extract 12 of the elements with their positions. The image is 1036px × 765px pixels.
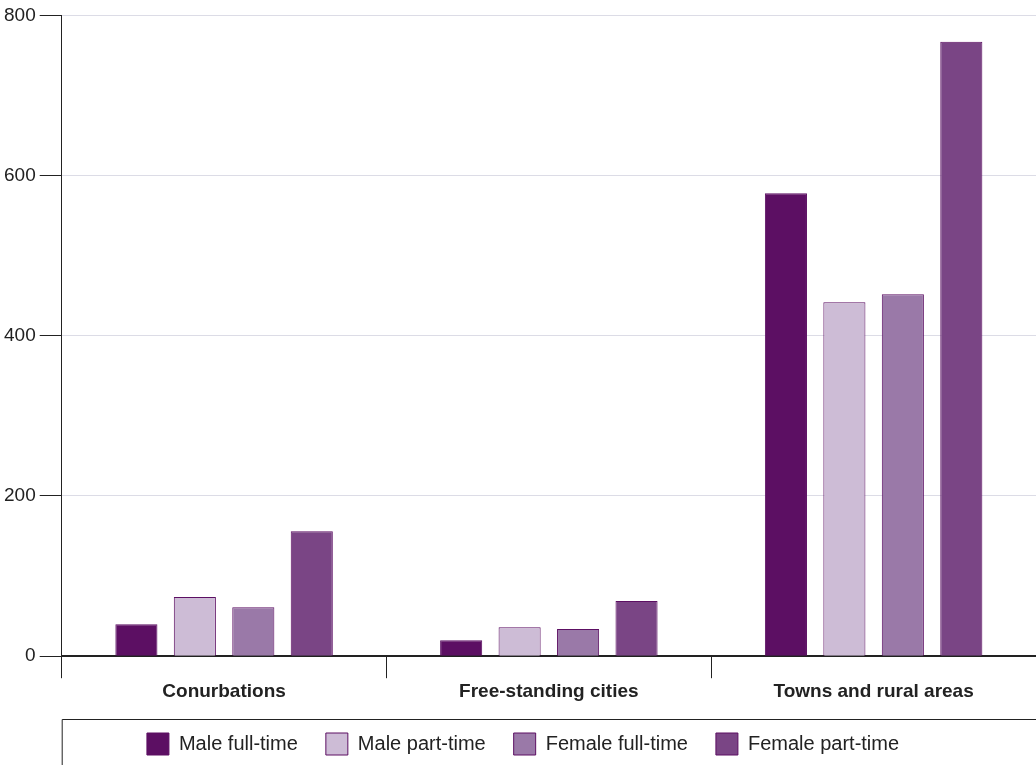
x-tick-label: Conurbations	[162, 679, 286, 701]
legend-label: Female full-time	[545, 731, 688, 754]
y-tick-label: 800	[4, 3, 36, 25]
legend-label: Male part-time	[357, 731, 486, 754]
legend-label: Male full-time	[178, 731, 298, 754]
legend-label: Female part-time	[747, 731, 900, 754]
y-tick-label: 400	[4, 324, 36, 346]
y-tick-label: 600	[4, 163, 36, 185]
x-tick-label: Free-standing cities	[459, 679, 639, 701]
y-tick-label: 0	[25, 644, 36, 666]
x-tick-label: Towns and rural areas	[773, 679, 974, 701]
y-tick-label: 200	[4, 484, 36, 506]
